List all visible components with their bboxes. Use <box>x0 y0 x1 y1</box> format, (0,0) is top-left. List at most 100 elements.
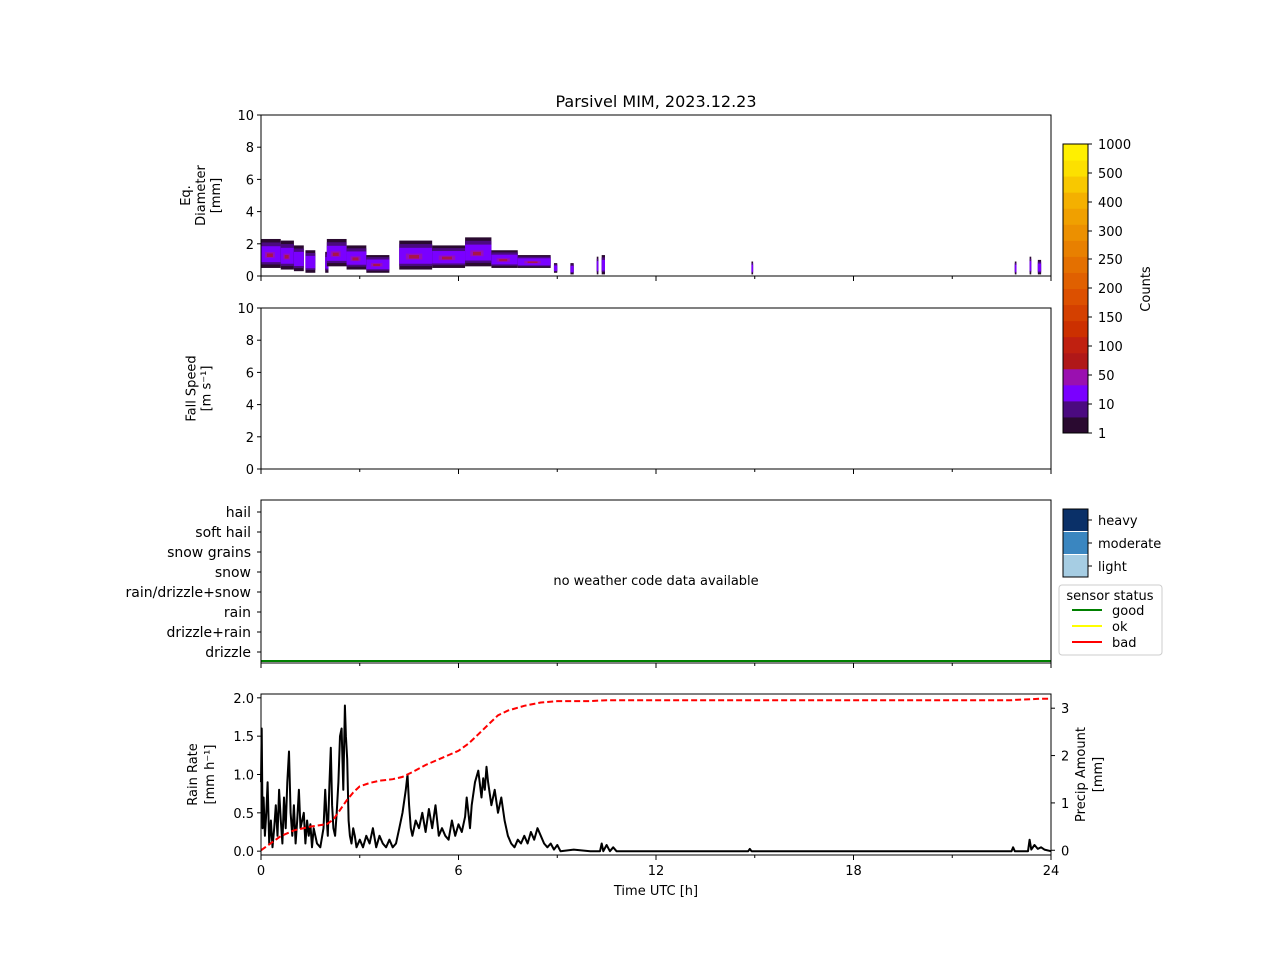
y-tick-label: 6 <box>246 366 254 381</box>
x-tick-label: 12 <box>648 864 665 879</box>
status-legend-label: good <box>1112 604 1144 619</box>
heatmap-cell <box>442 256 452 260</box>
colorbar-swatch <box>1063 224 1088 241</box>
y2-tick-label: 0 <box>1061 844 1069 859</box>
colorbar-swatch <box>1063 256 1088 273</box>
y-axis-label: [mm h⁻¹] <box>203 745 218 805</box>
y-axis-label: [m s⁻¹] <box>200 366 215 412</box>
heatmap-cell <box>293 251 304 267</box>
heatmap-cell <box>527 261 538 264</box>
heatmap-cell <box>570 265 574 273</box>
intensity-frame <box>1062 508 1089 578</box>
intensity-swatch-moderate <box>1063 532 1088 554</box>
weather-category-label: soft hail <box>195 525 251 541</box>
y-tick-label: 6 <box>246 173 254 188</box>
colorbar-tick-label: 100 <box>1098 340 1123 355</box>
colorbar-swatch <box>1063 304 1088 322</box>
weather-category-label: snow grains <box>167 545 251 561</box>
y-tick-label: 2 <box>246 431 254 446</box>
x-tick-label: 24 <box>1043 864 1060 879</box>
colorbar-tick-label: 250 <box>1098 253 1123 268</box>
y-tick-label: 4 <box>246 206 254 221</box>
y-tick-label: 0.5 <box>233 807 254 822</box>
x-tick-label: 6 <box>454 864 462 879</box>
colorbar-swatch <box>1063 208 1088 225</box>
colorbar-tick-label: 1 <box>1098 427 1106 442</box>
colorbar-swatch <box>1063 352 1088 370</box>
precip-amount-line <box>260 697 1051 852</box>
heatmap-cell <box>284 255 289 259</box>
panel-frame <box>260 114 1052 277</box>
colorbar-swatch <box>1063 288 1088 306</box>
colorbar-tick-label: 1000 <box>1098 138 1131 153</box>
y-tick-label: 1.5 <box>233 730 254 745</box>
heatmap-cell <box>751 264 754 272</box>
y2-axis-label: Precip Amount <box>1074 727 1089 822</box>
colorbar-swatch <box>1063 240 1088 257</box>
heatmap-cell <box>305 255 316 269</box>
status-legend-title: sensor status <box>1066 589 1153 604</box>
y2-tick-label: 2 <box>1061 750 1069 765</box>
intensity-swatch-light <box>1063 555 1088 577</box>
colorbar-swatch <box>1063 400 1088 418</box>
colorbar-label: Counts <box>1139 266 1154 312</box>
y-axis-label: [mm] <box>209 178 224 213</box>
y-tick-label: 4 <box>246 399 254 414</box>
y-tick-label: 2.0 <box>233 692 254 707</box>
intensity-label: heavy <box>1098 514 1138 529</box>
y-tick-label: 1.0 <box>233 769 254 784</box>
y-tick-label: 0.0 <box>233 845 254 860</box>
y-tick-label: 10 <box>237 109 254 124</box>
colorbar-tick-label: 400 <box>1098 196 1123 211</box>
y2-tick-label: 1 <box>1061 797 1069 812</box>
y-axis-label: Diameter <box>194 165 209 226</box>
weather-category-label: rain/drizzle+snow <box>126 585 251 601</box>
y-tick-label: 0 <box>246 463 254 478</box>
colorbar-swatch <box>1063 384 1088 402</box>
weather-category-label: snow <box>215 565 251 581</box>
status-legend-label: ok <box>1112 620 1128 635</box>
y-tick-label: 8 <box>246 334 254 349</box>
colorbar-swatch <box>1063 336 1088 354</box>
heatmap-cell <box>373 263 381 267</box>
heatmap-cell <box>596 261 599 271</box>
heatmap-cell <box>499 259 508 262</box>
status-legend-label: bad <box>1112 636 1136 651</box>
y2-axis-label: [mm] <box>1091 757 1106 792</box>
y-tick-label: 2 <box>246 238 254 253</box>
colorbar-swatch <box>1063 192 1088 209</box>
y-tick-label: 10 <box>237 302 254 317</box>
y-axis-label: Rain Rate <box>186 743 201 806</box>
heatmap-cell <box>352 257 359 261</box>
colorbar-tick-label: 150 <box>1098 311 1123 326</box>
colorbar-tick-label: 500 <box>1098 167 1123 182</box>
y-axis-label: Eq. <box>179 185 194 206</box>
weather-category-label: rain <box>224 605 251 621</box>
panel-frame <box>260 307 1052 470</box>
colorbar-swatch <box>1063 272 1088 289</box>
colorbar-swatch <box>1063 160 1088 177</box>
weather-category-label: drizzle <box>205 645 251 661</box>
colorbar-tick-label: 50 <box>1098 369 1115 384</box>
x-tick-label: 18 <box>845 864 862 879</box>
panel-frame <box>260 693 1052 856</box>
heatmap-cell <box>1037 263 1042 272</box>
weather-category-label: hail <box>226 505 251 521</box>
no-data-annotation: no weather code data available <box>553 574 758 589</box>
intensity-swatch-heavy <box>1063 509 1088 531</box>
heatmap-cell <box>266 253 273 257</box>
colorbar-swatch <box>1063 144 1088 161</box>
intensity-label: light <box>1098 560 1127 575</box>
heatmap-cell <box>409 255 419 259</box>
figure-title: Parsivel MIM, 2023.12.23 <box>555 92 756 111</box>
heatmap-cell <box>325 257 329 269</box>
colorbar-swatch <box>1063 368 1088 386</box>
colorbar-tick-label: 300 <box>1098 225 1123 240</box>
intensity-label: moderate <box>1098 537 1161 552</box>
rain-rate-line <box>260 704 1052 853</box>
weather-category-label: drizzle+rain <box>166 625 251 641</box>
colorbar-swatch <box>1063 176 1088 193</box>
heatmap-cell <box>332 252 339 256</box>
heatmap-cell <box>553 265 558 271</box>
